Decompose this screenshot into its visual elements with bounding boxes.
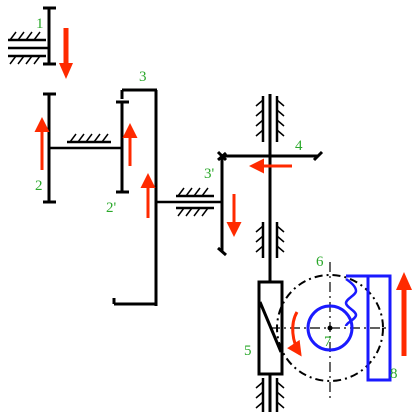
follower-8 <box>344 274 392 382</box>
label-gear-3-prime: 3' <box>204 166 215 182</box>
bevel-gear-3-prime <box>217 151 227 257</box>
gear-3 <box>112 88 158 306</box>
hatched-ground-icon <box>177 187 209 217</box>
shaft-1-support <box>8 38 49 58</box>
label-gear-3: 3 <box>139 69 147 85</box>
label-gear-4: 4 <box>295 138 303 154</box>
hatched-ground-icon <box>9 31 41 65</box>
arrow-icon <box>34 28 412 357</box>
gear-1 <box>43 6 56 66</box>
label-gear-2-prime: 2' <box>106 200 117 216</box>
vertical-shaft-guides <box>261 96 279 412</box>
label-cam-7: 7 <box>324 334 332 350</box>
shaft-3 <box>156 194 222 210</box>
hatched-ground-icon <box>69 133 109 143</box>
cam-7 <box>306 304 354 352</box>
label-follower-8: 8 <box>390 366 398 382</box>
worm-wheel-6 <box>270 262 388 400</box>
label-gear-2: 2 <box>35 178 43 194</box>
label-wheel-6: 6 <box>316 254 324 270</box>
gear-2-prime <box>116 100 129 194</box>
hatched-ground-icon <box>255 99 285 409</box>
label-gear-1: 1 <box>36 16 44 32</box>
label-worm-5: 5 <box>244 343 252 359</box>
shaft-2 <box>49 140 122 150</box>
